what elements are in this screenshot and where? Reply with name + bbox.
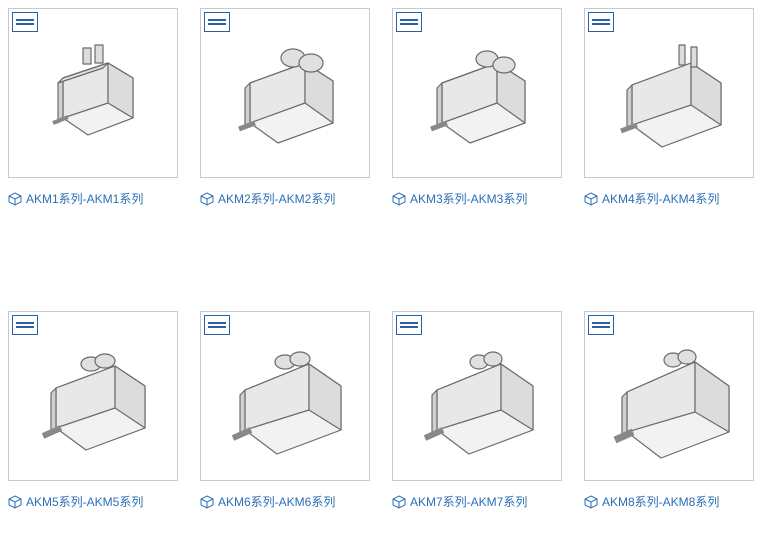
product-label-row: AKM1系列-AKM1系列 (8, 190, 178, 217)
brand-badge-icon (588, 12, 614, 32)
product-card: AKM2系列-AKM2系列 (200, 8, 370, 217)
cube-icon (200, 495, 214, 509)
product-label-row: AKM6系列-AKM6系列 (200, 493, 370, 520)
cube-icon (200, 192, 214, 206)
product-card: AKM3系列-AKM3系列 (392, 8, 562, 217)
product-card: AKM7系列-AKM7系列 (392, 311, 562, 520)
product-label-row: AKM4系列-AKM4系列 (584, 190, 754, 217)
product-thumbnail[interactable] (8, 311, 178, 481)
motor-image (215, 326, 355, 466)
product-card: AKM4系列-AKM4系列 (584, 8, 754, 217)
cube-icon (8, 495, 22, 509)
cube-icon (584, 192, 598, 206)
product-link[interactable]: AKM1系列-AKM1系列 (26, 190, 143, 207)
product-link[interactable]: AKM7系列-AKM7系列 (410, 493, 527, 510)
product-grid: AKM1系列-AKM1系列 (8, 8, 777, 520)
motor-image (599, 23, 739, 163)
product-label-row: AKM2系列-AKM2系列 (200, 190, 370, 217)
motor-image (23, 326, 163, 466)
cube-icon (392, 495, 406, 509)
product-thumbnail[interactable] (8, 8, 178, 178)
product-link[interactable]: AKM3系列-AKM3系列 (410, 190, 527, 207)
brand-badge-icon (396, 12, 422, 32)
product-card: AKM1系列-AKM1系列 (8, 8, 178, 217)
product-thumbnail[interactable] (584, 311, 754, 481)
product-label-row: AKM7系列-AKM7系列 (392, 493, 562, 520)
brand-badge-icon (12, 315, 38, 335)
cube-icon (584, 495, 598, 509)
cube-icon (8, 192, 22, 206)
motor-image (215, 23, 355, 163)
product-link[interactable]: AKM2系列-AKM2系列 (218, 190, 335, 207)
product-link[interactable]: AKM8系列-AKM8系列 (602, 493, 719, 510)
product-thumbnail[interactable] (584, 8, 754, 178)
product-link[interactable]: AKM5系列-AKM5系列 (26, 493, 143, 510)
motor-image (407, 23, 547, 163)
product-thumbnail[interactable] (200, 311, 370, 481)
product-label-row: AKM5系列-AKM5系列 (8, 493, 178, 520)
product-card: AKM6系列-AKM6系列 (200, 311, 370, 520)
brand-badge-icon (204, 315, 230, 335)
brand-badge-icon (396, 315, 422, 335)
cube-icon (392, 192, 406, 206)
product-label-row: AKM3系列-AKM3系列 (392, 190, 562, 217)
brand-badge-icon (12, 12, 38, 32)
brand-badge-icon (204, 12, 230, 32)
product-thumbnail[interactable] (392, 311, 562, 481)
motor-image (599, 326, 739, 466)
brand-badge-icon (588, 315, 614, 335)
product-card: AKM5系列-AKM5系列 (8, 311, 178, 520)
product-thumbnail[interactable] (392, 8, 562, 178)
motor-image (23, 23, 163, 163)
product-label-row: AKM8系列-AKM8系列 (584, 493, 754, 520)
product-card: AKM8系列-AKM8系列 (584, 311, 754, 520)
product-link[interactable]: AKM6系列-AKM6系列 (218, 493, 335, 510)
product-link[interactable]: AKM4系列-AKM4系列 (602, 190, 719, 207)
motor-image (407, 326, 547, 466)
product-thumbnail[interactable] (200, 8, 370, 178)
